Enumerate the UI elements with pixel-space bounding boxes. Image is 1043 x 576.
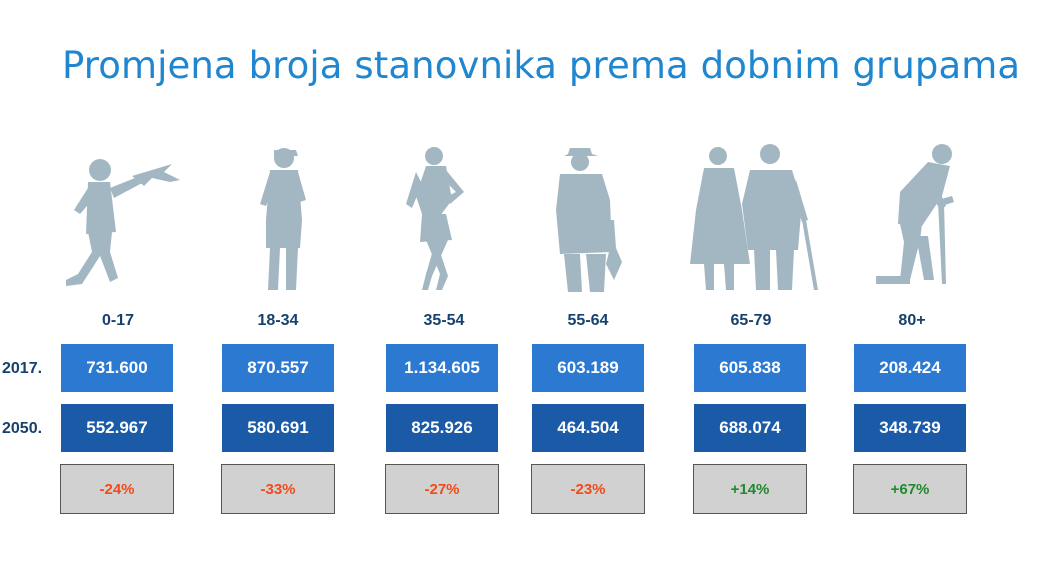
change-80plus: +67%	[853, 464, 967, 514]
change-0-17: -24%	[60, 464, 174, 514]
group-label-35-54: 35-54	[423, 312, 465, 329]
value-2017-55-64: 603.189	[531, 343, 645, 393]
value-2017-35-54: 1.134.605	[385, 343, 499, 393]
elderly-with-cane-icon	[850, 140, 990, 300]
value-2050-0-17: 552.967	[60, 403, 174, 453]
value-2050-18-34: 580.691	[221, 403, 335, 453]
value-2017-65-79: 605.838	[693, 343, 807, 393]
change-18-34: -33%	[221, 464, 335, 514]
value-2050-35-54: 825.926	[385, 403, 499, 453]
value-2050-80plus: 348.739	[853, 403, 967, 453]
value-2050-65-79: 688.074	[693, 403, 807, 453]
group-label-65-79: 65-79	[730, 312, 772, 329]
row-label-2017: 2017.	[2, 360, 43, 377]
elderly-couple-icon	[684, 140, 824, 300]
value-2017-18-34: 870.557	[221, 343, 335, 393]
change-65-79: +14%	[693, 464, 807, 514]
woman-icon	[376, 140, 516, 300]
change-35-54: -27%	[385, 464, 499, 514]
value-2017-0-17: 731.600	[60, 343, 174, 393]
value-2050-55-64: 464.504	[531, 403, 645, 453]
page-title: Promjena broja stanovnika prema dobnim g…	[62, 44, 1021, 87]
group-label-55-64: 55-64	[567, 312, 609, 329]
row-label-2050: 2050.	[2, 420, 43, 437]
change-55-64: -23%	[531, 464, 645, 514]
group-label-18-34: 18-34	[257, 312, 299, 329]
young-man-icon	[214, 140, 354, 300]
group-label-0-17: 0-17	[101, 312, 135, 329]
group-label-80plus: 80+	[898, 312, 926, 329]
value-2017-80plus: 208.424	[853, 343, 967, 393]
man-with-umbrella-icon	[530, 140, 670, 300]
child-with-plane-icon	[52, 140, 192, 300]
